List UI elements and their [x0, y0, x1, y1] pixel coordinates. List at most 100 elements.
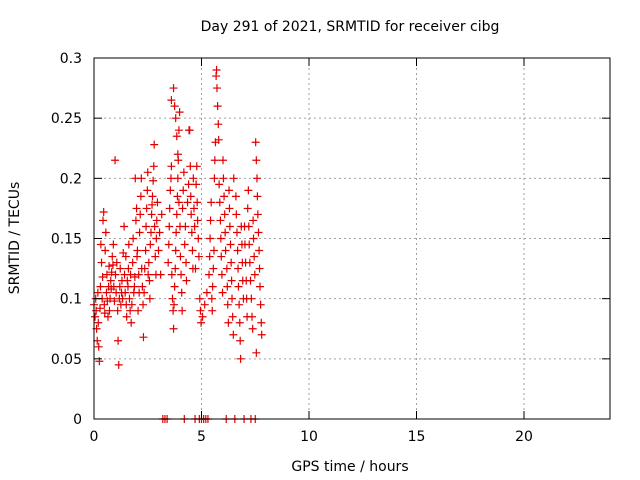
data-point: [205, 270, 214, 279]
data-point: [177, 288, 186, 297]
data-point: [167, 96, 176, 105]
data-point: [150, 140, 159, 149]
data-point: [121, 288, 130, 297]
data-point: [165, 204, 174, 213]
data-point: [108, 252, 117, 261]
data-point: [200, 300, 209, 309]
data-point: [126, 306, 135, 315]
data-point: [232, 228, 241, 237]
data-point: [217, 252, 226, 261]
data-point: [149, 162, 158, 171]
data-point: [166, 186, 175, 195]
data-point: [192, 180, 201, 189]
data-point: [166, 174, 175, 183]
data-point: [111, 270, 120, 279]
data-point: [252, 174, 261, 183]
data-point: [135, 228, 144, 237]
data-point: [149, 176, 158, 185]
data-point: [140, 288, 149, 297]
data-point: [177, 270, 186, 279]
y-tick-label: 0.1: [60, 292, 82, 308]
data-point: [98, 273, 107, 282]
data-point: [194, 234, 203, 243]
data-point: [248, 312, 257, 321]
data-point: [196, 306, 205, 315]
data-point: [113, 306, 122, 315]
data-point: [227, 276, 236, 285]
data-point: [127, 318, 136, 327]
data-point: [226, 240, 235, 249]
data-point: [235, 318, 244, 327]
data-point: [182, 258, 191, 267]
data-point: [145, 294, 154, 303]
data-point: [126, 270, 135, 279]
data-point: [250, 252, 259, 261]
data-point: [225, 186, 234, 195]
data-point: [170, 282, 179, 291]
data-point: [137, 174, 146, 183]
data-point: [136, 210, 145, 219]
data-point: [152, 234, 161, 243]
data-point: [190, 222, 199, 231]
data-point: [244, 222, 253, 231]
data-point: [206, 216, 215, 225]
data-point: [120, 222, 129, 231]
data-point: [175, 108, 184, 117]
data-point: [148, 200, 157, 209]
data-point: [194, 252, 203, 261]
data-point: [111, 156, 120, 165]
data-point: [109, 240, 118, 249]
data-point: [146, 228, 155, 237]
data-point: [171, 246, 180, 255]
data-point: [124, 240, 133, 249]
data-point: [255, 264, 264, 273]
data-point: [191, 264, 200, 273]
data-point: [151, 252, 160, 261]
data-point: [136, 192, 145, 201]
data-point: [223, 300, 232, 309]
data-point: [101, 228, 110, 237]
data-point: [99, 216, 108, 225]
data-point: [154, 246, 163, 255]
data-point: [138, 282, 147, 291]
data-point: [105, 262, 114, 271]
x-tick-label: 15: [408, 429, 426, 445]
data-point: [208, 282, 217, 291]
data-point: [206, 234, 215, 243]
data-point: [152, 216, 161, 225]
data-point: [225, 222, 234, 231]
data-point: [155, 228, 164, 237]
data-point: [148, 192, 157, 201]
data-point: [157, 210, 166, 219]
data-point: [103, 312, 112, 321]
data-point: [224, 318, 233, 327]
data-point: [134, 270, 143, 279]
data-point: [222, 264, 231, 273]
data-point: [220, 192, 229, 201]
data-point: [214, 135, 223, 144]
data-point: [168, 294, 177, 303]
data-point: [130, 282, 139, 291]
x-tick-label: 20: [515, 429, 533, 445]
data-point: [252, 156, 261, 165]
data-point: [171, 114, 180, 123]
data-point: [118, 294, 127, 303]
data-point: [216, 216, 225, 225]
data-point: [227, 258, 236, 267]
data-point: [174, 126, 183, 135]
data-point: [255, 246, 264, 255]
data-point: [254, 228, 263, 237]
data-point: [167, 162, 176, 171]
data-point: [146, 240, 155, 249]
data-point: [193, 216, 202, 225]
data-point: [139, 300, 148, 309]
data-point: [234, 264, 243, 273]
data-point: [178, 306, 187, 315]
data-point: [93, 336, 102, 345]
data-point: [247, 294, 256, 303]
data-point: [133, 246, 142, 255]
data-point: [105, 306, 114, 315]
data-point: [167, 270, 176, 279]
data-point: [134, 306, 143, 315]
